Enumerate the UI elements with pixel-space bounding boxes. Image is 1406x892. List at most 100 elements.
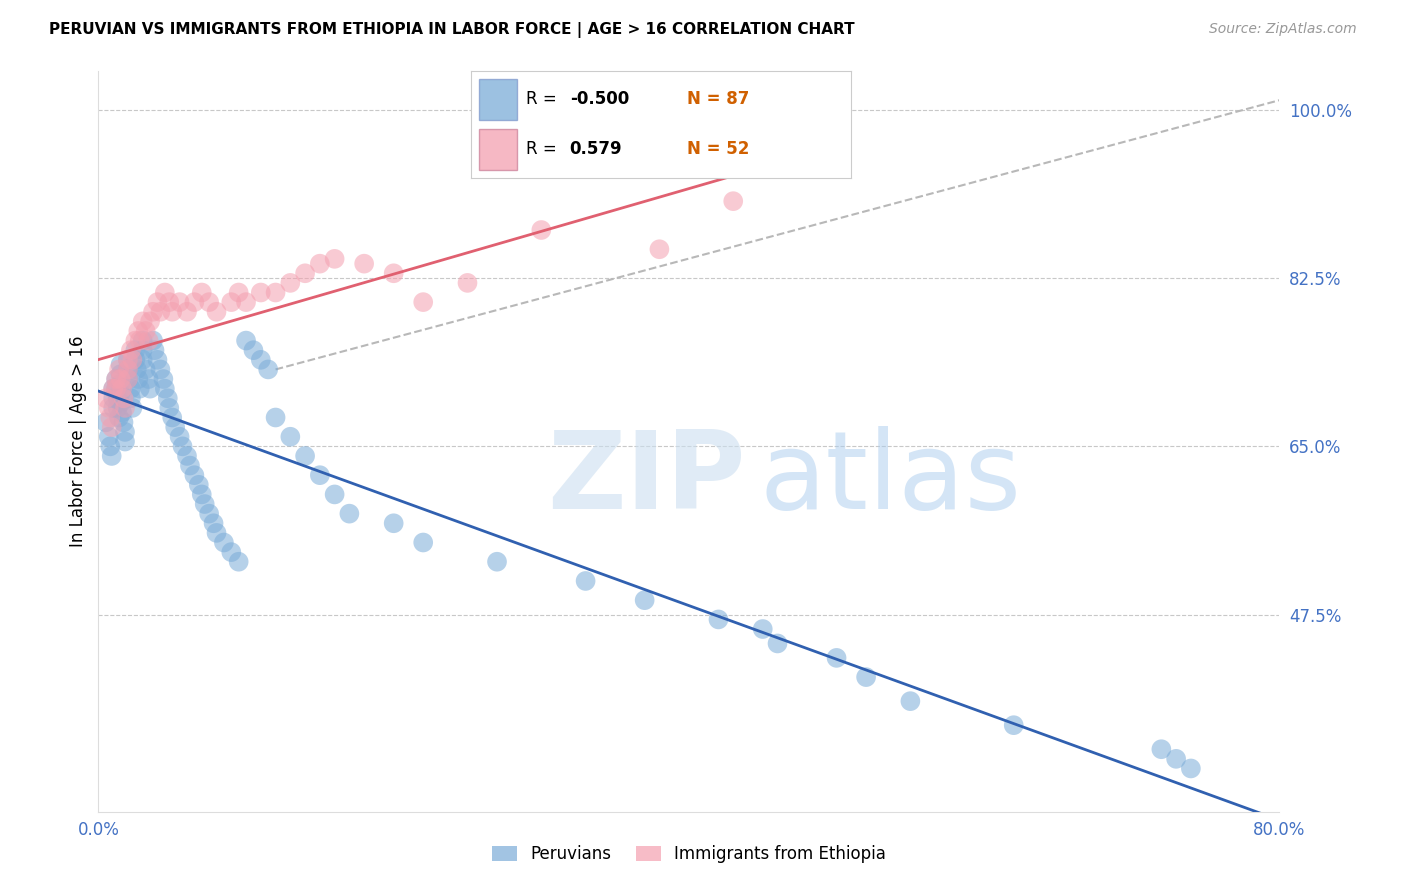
Point: [127, 372, 149, 386]
Point: [198, 295, 221, 310]
Point: [132, 352, 155, 367]
Point: [198, 507, 221, 521]
Point: [530, 223, 553, 237]
Point: [120, 343, 142, 358]
Point: [280, 430, 302, 444]
Point: [139, 314, 162, 328]
Point: [120, 391, 142, 405]
Text: -0.500: -0.500: [569, 90, 628, 108]
Point: [257, 362, 280, 376]
Point: [132, 343, 155, 358]
Point: [112, 391, 135, 405]
Point: [128, 334, 150, 348]
Point: [228, 555, 250, 569]
Point: [172, 439, 194, 453]
Point: [752, 622, 775, 636]
Point: [152, 372, 174, 386]
Point: [114, 434, 136, 449]
Point: [280, 276, 302, 290]
Point: [110, 368, 132, 382]
Point: [138, 334, 160, 348]
Point: [121, 401, 143, 415]
Point: [112, 415, 135, 429]
Point: [135, 324, 157, 338]
Point: [111, 382, 134, 396]
Text: R =: R =: [526, 141, 567, 159]
Point: [634, 593, 657, 607]
Point: [146, 352, 169, 367]
Point: [242, 343, 264, 358]
Point: [117, 372, 139, 386]
Point: [191, 285, 214, 300]
Point: [107, 391, 129, 405]
Point: [264, 285, 287, 300]
Point: [110, 376, 132, 391]
Point: [157, 295, 180, 310]
Point: [98, 439, 121, 453]
Point: [97, 401, 120, 415]
Point: [165, 420, 187, 434]
Point: [212, 535, 235, 549]
Point: [143, 343, 166, 358]
Point: [117, 362, 139, 376]
Point: [575, 574, 598, 588]
Point: [1150, 742, 1173, 756]
Text: N = 87: N = 87: [688, 90, 749, 108]
Point: [176, 449, 198, 463]
Point: [117, 372, 139, 386]
Point: [108, 410, 131, 425]
Point: [103, 382, 125, 396]
Point: [723, 194, 745, 209]
Point: [169, 295, 191, 310]
Point: [117, 352, 139, 367]
Point: [94, 415, 117, 429]
Point: [457, 276, 479, 290]
Point: [176, 304, 198, 318]
Point: [121, 352, 143, 367]
Point: [117, 352, 139, 367]
Point: [120, 382, 142, 396]
Point: [486, 555, 509, 569]
Text: ZIP: ZIP: [547, 425, 745, 532]
Point: [309, 468, 332, 483]
Point: [153, 382, 176, 396]
Point: [202, 516, 225, 531]
Point: [105, 382, 128, 396]
Point: [294, 449, 316, 463]
Point: [149, 304, 172, 318]
Point: [100, 420, 122, 434]
Point: [103, 382, 125, 396]
Point: [124, 343, 146, 358]
Text: atlas: atlas: [759, 425, 1022, 532]
Point: [707, 612, 730, 626]
FancyBboxPatch shape: [478, 129, 516, 169]
Point: [139, 382, 162, 396]
Point: [156, 391, 179, 405]
Point: [235, 295, 257, 310]
Point: [132, 314, 155, 328]
Point: [138, 372, 160, 386]
Point: [105, 372, 128, 386]
Point: [110, 358, 132, 372]
Point: [103, 391, 125, 405]
Point: [110, 396, 132, 410]
Point: [183, 295, 205, 310]
Point: [648, 242, 671, 256]
Point: [169, 430, 191, 444]
Point: [323, 252, 346, 266]
Text: 0.579: 0.579: [569, 141, 623, 159]
Point: [825, 651, 848, 665]
Point: [194, 497, 217, 511]
Point: [162, 304, 183, 318]
Point: [235, 334, 257, 348]
Point: [127, 324, 149, 338]
Point: [221, 295, 243, 310]
FancyBboxPatch shape: [478, 78, 516, 120]
Point: [100, 449, 122, 463]
Point: [412, 535, 434, 549]
Point: [382, 266, 405, 280]
Point: [1166, 752, 1188, 766]
Point: [105, 382, 128, 396]
Point: [142, 304, 165, 318]
Point: [153, 285, 176, 300]
